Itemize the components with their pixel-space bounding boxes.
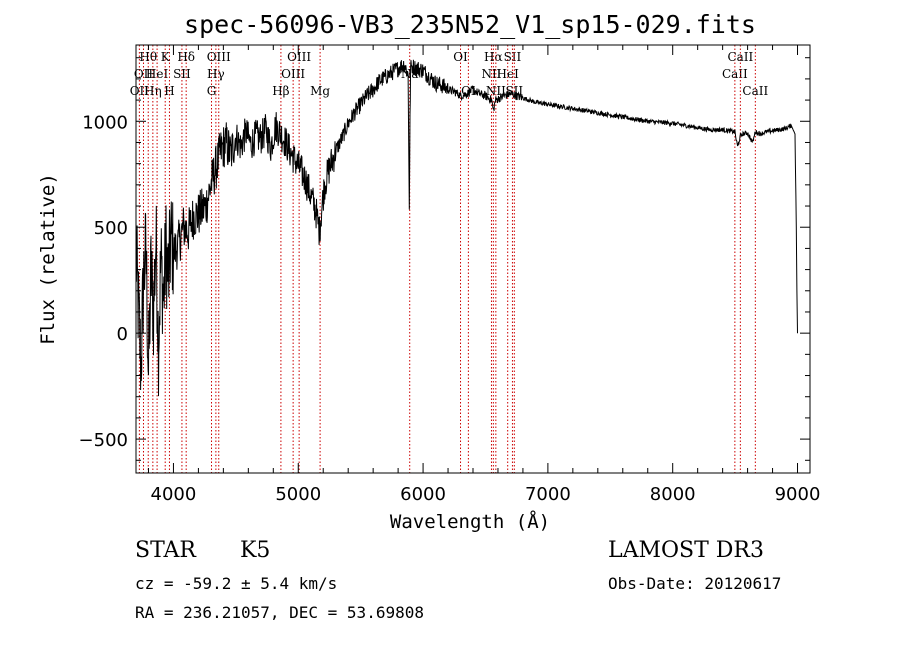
observation-date: Obs-Date: 20120617 [608, 574, 782, 593]
marker-label: Hβ [272, 84, 289, 98]
marker-label: Mg [310, 84, 330, 98]
x-tick-label: 8000 [650, 484, 696, 505]
marker-label: SII [504, 50, 522, 64]
marker-label: OIII [281, 67, 305, 81]
y-tick-label: 1000 [82, 112, 128, 133]
survey-name: LAMOST DR3 [608, 538, 764, 563]
x-axis-label: Wavelength (Å) [390, 510, 550, 533]
plot-frame [135, 44, 811, 474]
marker-label: HeI [497, 67, 520, 81]
marker-label: Hδ [177, 50, 195, 64]
y-tick-label: 500 [94, 218, 128, 239]
marker-label: OIII [207, 50, 231, 64]
marker-label: K [161, 50, 171, 64]
marker-label: OII [130, 84, 150, 98]
spectrum-line [135, 59, 798, 397]
marker-label: OIII [287, 50, 311, 64]
marker-label: G [207, 84, 217, 98]
marker-label: OI [453, 50, 468, 64]
spectral-subclass: K5 [240, 538, 271, 563]
marker-label: CaII [727, 50, 753, 64]
y-axis-label: Flux (relative) [37, 173, 59, 345]
marker-label: Hθ [139, 50, 157, 64]
x-tick-label: 6000 [400, 484, 446, 505]
marker-label: H [164, 84, 174, 98]
object-class: STAR [135, 538, 196, 563]
marker-label: Hγ [207, 67, 225, 81]
x-tick-label: 7000 [525, 484, 571, 505]
line-markers: OIIOIIHθHηHeIKHSIIHδGHγOIIIHβOIIIOIIIMgN… [130, 45, 768, 473]
y-tick-label: −500 [79, 430, 128, 451]
redshift-cz: cz = -59.2 ± 5.4 km/s [135, 574, 338, 593]
marker-label: Hα [484, 50, 503, 64]
ra-dec-coordinates: RA = 236.21057, DEC = 53.69808 [135, 603, 424, 622]
x-tick-label: 4000 [151, 484, 197, 505]
y-tick-label: 0 [117, 324, 128, 345]
chart-title: spec-56096-VB3_235N52_V1_sp15-029.fits [184, 10, 756, 39]
marker-label: CaII [742, 84, 768, 98]
x-tick-label: 9000 [775, 484, 821, 505]
axis-ticks: 4000 5000 6000 7000 8000 9000 −500 0 500 1000 [79, 45, 821, 505]
marker-label: SII [173, 67, 191, 81]
marker-label: CaII [722, 67, 748, 81]
x-tick-label: 5000 [275, 484, 321, 505]
spectrum-series [135, 59, 798, 397]
marker-label: NII [481, 67, 501, 81]
marker-label: Hη [144, 84, 162, 98]
marker-label: HeI [146, 67, 169, 81]
